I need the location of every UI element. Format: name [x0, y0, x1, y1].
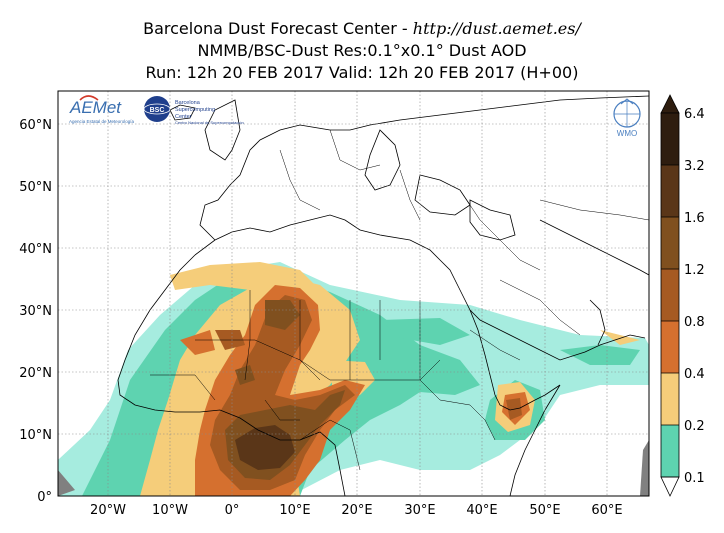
x-tick-label: 0° — [225, 503, 240, 518]
x-tick-label: 60°E — [591, 503, 622, 518]
x-tick-label: 10°E — [279, 503, 310, 518]
title-line-2: NMMB/BSC-Dust Res:0.1°x0.1° Dust AOD — [197, 41, 527, 60]
y-axis-labels: 0° 10°N 20°N 30°N 40°N 50°N 60°N — [19, 118, 52, 505]
no-data-area-east — [640, 440, 649, 496]
x-tick-label: 40°E — [466, 503, 497, 518]
x-axis-labels: 20°W 10°W 0° 10°E 20°E 30°E 40°E 50°E 60… — [90, 503, 623, 518]
x-tick-label: 30°E — [404, 503, 435, 518]
aemet-logo-subtitle: Agencia Estatal de Meteorología — [69, 119, 135, 124]
colorbar-swatch-1.6 — [661, 217, 679, 269]
bsc-badge-text: BSC — [150, 107, 165, 114]
colorbar-swatch-0.2 — [661, 425, 679, 477]
x-tick-label: 20°E — [341, 503, 372, 518]
coastlines — [117, 95, 649, 496]
colorbar-label: 1.6 — [684, 211, 705, 226]
graticule — [58, 91, 649, 496]
aod-level-3.2 — [235, 425, 295, 470]
no-data-area — [58, 470, 75, 496]
y-tick-label: 30°N — [19, 304, 52, 319]
bsc-logo-line-2: Supercomputing — [175, 107, 215, 113]
colorbar-label: 0.4 — [684, 367, 705, 382]
x-tick-label: 20°W — [90, 503, 126, 518]
map-frame — [57, 90, 650, 497]
colorbar-swatch-0.4 — [661, 373, 679, 425]
title-line-3: Run: 12h 20 FEB 2017 Valid: 12h 20 FEB 2… — [145, 63, 579, 82]
bsc-logo: BSC Barcelona Supercomputing Center Cent… — [143, 96, 244, 125]
colorbar-label: 0.8 — [684, 315, 705, 330]
aemet-logo: AEMet Agencia Estatal de Meteorología — [69, 95, 135, 124]
bsc-logo-subtitle: Centro Nacional de Supercomputación — [175, 120, 244, 125]
map-title: Barcelona Dust Forecast Center - http://… — [0, 18, 724, 84]
colorbar-swatch-3.2 — [661, 165, 679, 217]
title-url: http://dust.aemet.es/ — [412, 19, 581, 38]
colorbar-label: 0.2 — [684, 419, 705, 434]
colorbar-label: 3.2 — [684, 159, 705, 174]
colorbar-label: 0.1 — [684, 471, 705, 486]
title-line-1: Barcelona Dust Forecast Center - http://… — [0, 18, 724, 40]
colorbar-swatch-0.8 — [661, 321, 679, 373]
x-tick-label: 50°E — [529, 503, 560, 518]
aemet-logo-text: AEMet — [69, 98, 122, 117]
y-tick-label: 0° — [37, 490, 52, 505]
bsc-logo-line-1: Barcelona — [175, 100, 201, 106]
x-tick-label: 10°W — [152, 503, 188, 518]
colorbar-label: 6.4 — [684, 107, 705, 122]
wmo-logo-text: WMO — [617, 129, 637, 138]
y-tick-label: 60°N — [19, 118, 52, 133]
bsc-logo-line-3: Center — [175, 114, 192, 120]
wmo-logo: WMO — [613, 98, 641, 138]
title-center-name: Barcelona Dust Forecast Center - — [143, 19, 413, 38]
y-tick-label: 10°N — [19, 428, 52, 443]
y-tick-label: 40°N — [19, 242, 52, 257]
y-tick-label: 20°N — [19, 366, 52, 381]
y-tick-label: 50°N — [19, 180, 52, 195]
colorbar: 0.1 0.2 0.4 0.8 1.2 1.6 3.2 6.4 — [660, 94, 705, 497]
bsc-globe-icon — [144, 96, 170, 122]
dust-field — [58, 95, 649, 496]
colorbar-bottom-triangle-icon — [660, 476, 680, 497]
colorbar-top-triangle-icon — [660, 94, 680, 114]
colorbar-swatch-6.4 — [661, 113, 679, 165]
colorbar-label: 1.2 — [684, 263, 705, 278]
aemet-swoosh-icon — [79, 95, 99, 101]
colorbar-swatch-1.2 — [661, 269, 679, 321]
